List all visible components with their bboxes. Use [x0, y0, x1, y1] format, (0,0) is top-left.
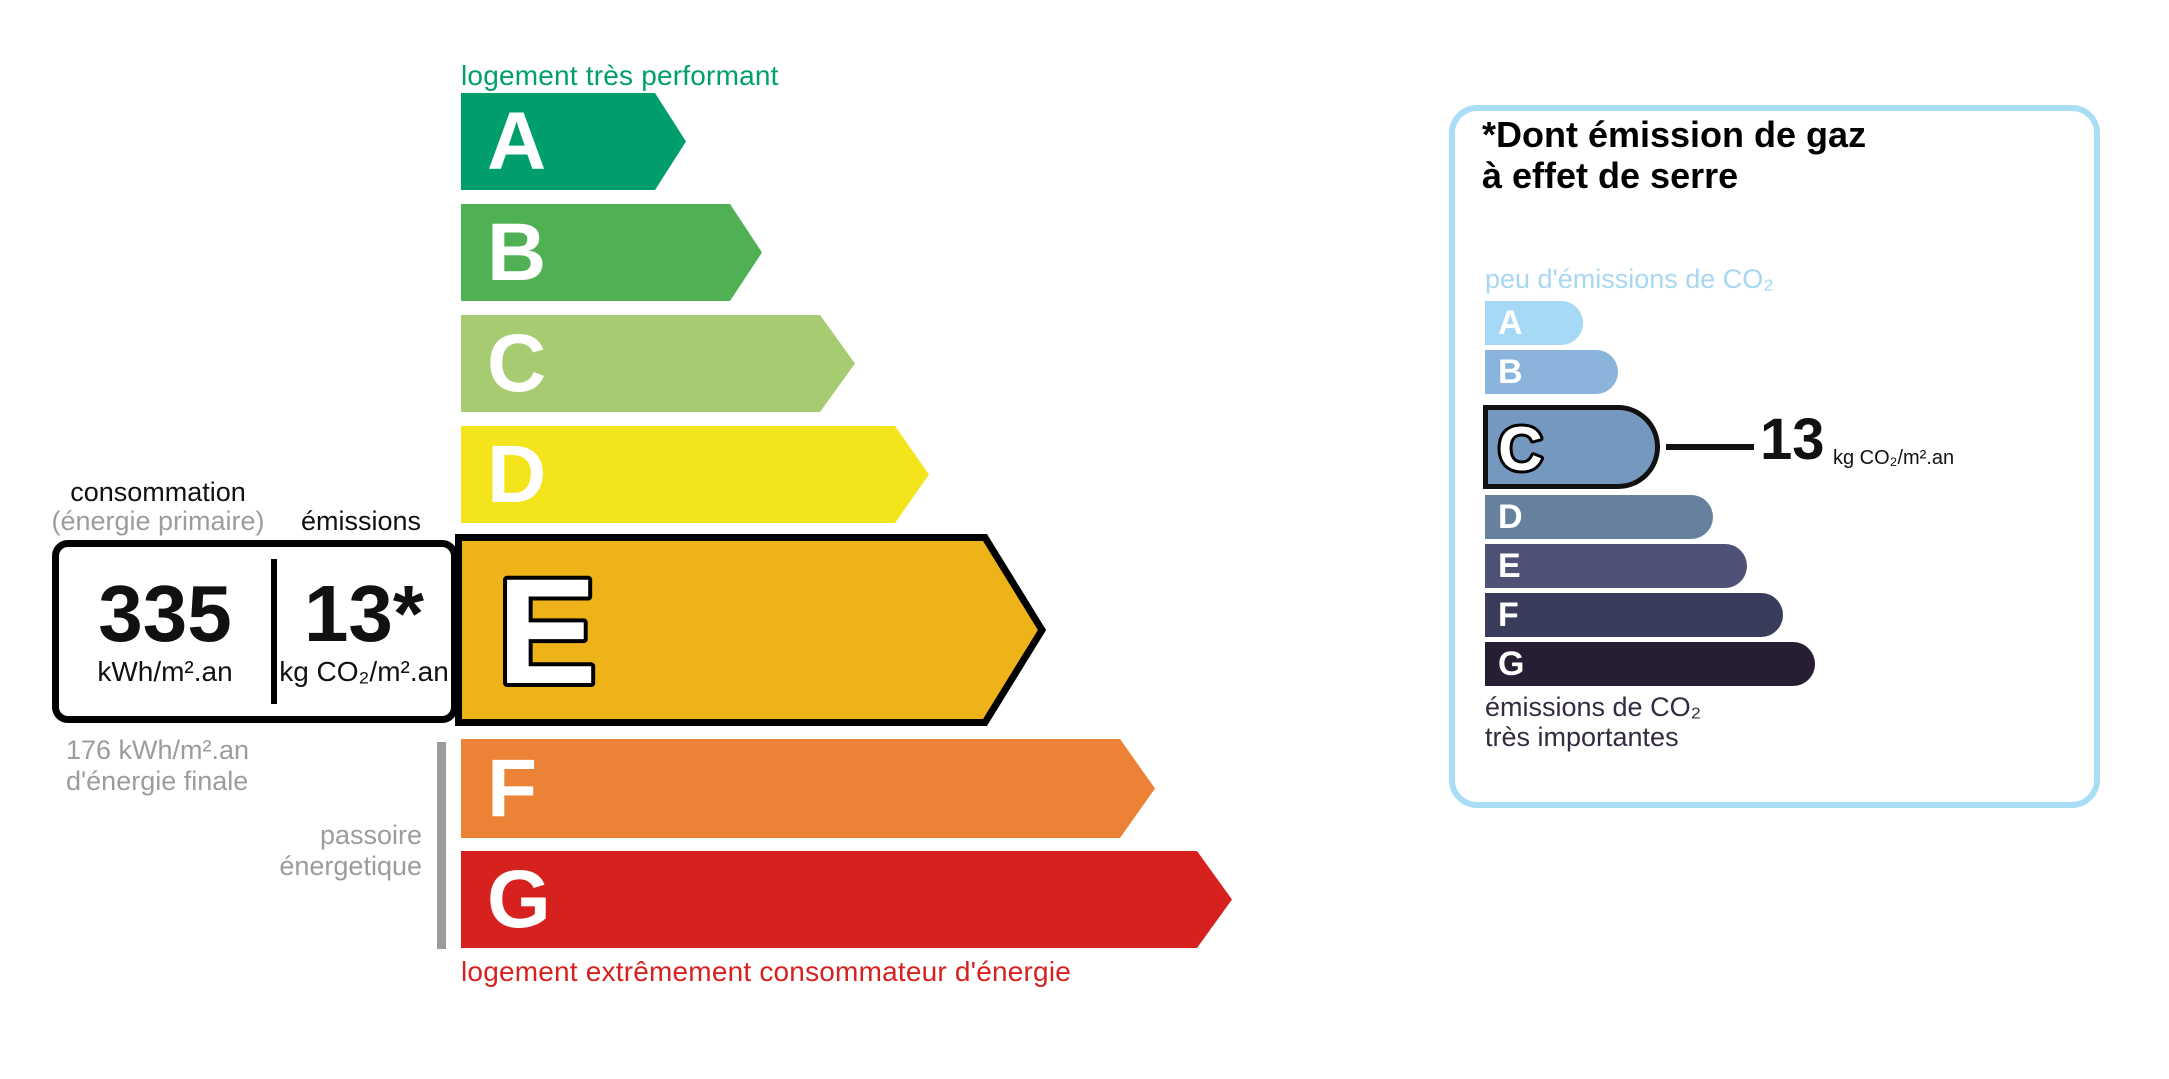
- primary-energy-sublabel: (énergie primaire): [51, 506, 265, 536]
- co2-panel-title: *Dont émission de gaz à effet de serre: [1482, 114, 1866, 196]
- emissions-cell: 13* kg CO₂/m².an: [277, 547, 451, 716]
- value-box-divider: [271, 559, 277, 704]
- co2-bottom-caption: émissions de CO₂ très importantes: [1485, 692, 1701, 752]
- final-energy-line1: 176 kWh/m².an: [66, 735, 250, 765]
- energy-grade-c: C: [487, 317, 547, 409]
- co2-value-unit: kg CO₂/m².an: [1833, 447, 1955, 469]
- emissions-label: émissions: [300, 506, 422, 536]
- energy-row-f: F: [461, 739, 1155, 838]
- co2-row-a: A: [1485, 301, 1583, 345]
- energy-grade-f: F: [487, 742, 538, 834]
- energy-grade-g: G: [487, 853, 551, 945]
- co2-grade-f: F: [1498, 596, 1519, 634]
- co2-row-c-selected: C: [1483, 405, 1660, 489]
- consumption-label: consommation: [70, 477, 246, 507]
- sieve-bracket-bar: [437, 742, 446, 949]
- energy-row-e-arrow-shape: [455, 534, 1046, 726]
- co2-title-line2: à effet de serre: [1482, 155, 1739, 196]
- energy-row-g: G: [461, 851, 1232, 948]
- co2-grade-b: B: [1498, 353, 1523, 391]
- co2-top-caption: peu d'émissions de CO₂: [1485, 264, 1774, 294]
- co2-value: 13: [1760, 407, 1825, 472]
- co2-callout-line: [1666, 444, 1754, 450]
- energy-grade-b: B: [487, 206, 547, 298]
- consumption-value: 335: [98, 568, 232, 658]
- co2-row-g: G: [1485, 642, 1815, 686]
- co2-bottom-caption-line1: émissions de CO₂: [1485, 692, 1702, 722]
- final-energy-note: 176 kWh/m².an d'énergie finale: [66, 735, 249, 797]
- sieve-line2: énergetique: [279, 851, 422, 881]
- energy-grade-d: D: [487, 428, 547, 520]
- co2-row-b: B: [1485, 350, 1618, 394]
- co2-grade-a: A: [1498, 304, 1523, 342]
- final-energy-line2: d'énergie finale: [66, 766, 249, 796]
- energy-top-caption: logement très performant: [461, 60, 779, 91]
- energy-grade-e: E: [497, 547, 597, 715]
- emissions-unit: kg CO₂/m².an: [279, 655, 449, 687]
- sieve-line1: passoire: [319, 820, 422, 850]
- co2-bottom-caption-line2: très importantes: [1485, 722, 1679, 752]
- value-box: 335 kWh/m².an 13* kg CO₂/m².an: [52, 540, 458, 723]
- emissions-value: 13*: [303, 568, 425, 658]
- energy-grade-a: A: [487, 95, 547, 187]
- energy-row-a: A: [461, 93, 686, 190]
- energy-row-d: D: [461, 426, 929, 523]
- co2-grade-e: E: [1498, 547, 1521, 585]
- co2-row-f: F: [1485, 593, 1783, 637]
- energy-bottom-caption: logement extrêmement consommateur d'éner…: [461, 956, 1072, 987]
- co2-grade-c-glyph: C: [1496, 412, 1546, 484]
- energy-row-b: B: [461, 204, 762, 301]
- energy-row-e-selected: E: [455, 534, 1046, 726]
- co2-title-line1: *Dont émission de gaz: [1482, 114, 1867, 155]
- energy-row-c: C: [461, 315, 855, 412]
- energy-sieve-label: passoire énergetique: [192, 820, 422, 882]
- co2-grade-c: C: [1498, 415, 1543, 484]
- consumption-unit: kWh/m².an: [97, 655, 233, 687]
- co2-grade-d: D: [1498, 498, 1523, 536]
- co2-row-d: D: [1485, 495, 1713, 539]
- co2-row-e: E: [1485, 544, 1747, 588]
- co2-grade-g: G: [1498, 645, 1525, 683]
- consumption-cell: 335 kWh/m².an: [59, 547, 271, 716]
